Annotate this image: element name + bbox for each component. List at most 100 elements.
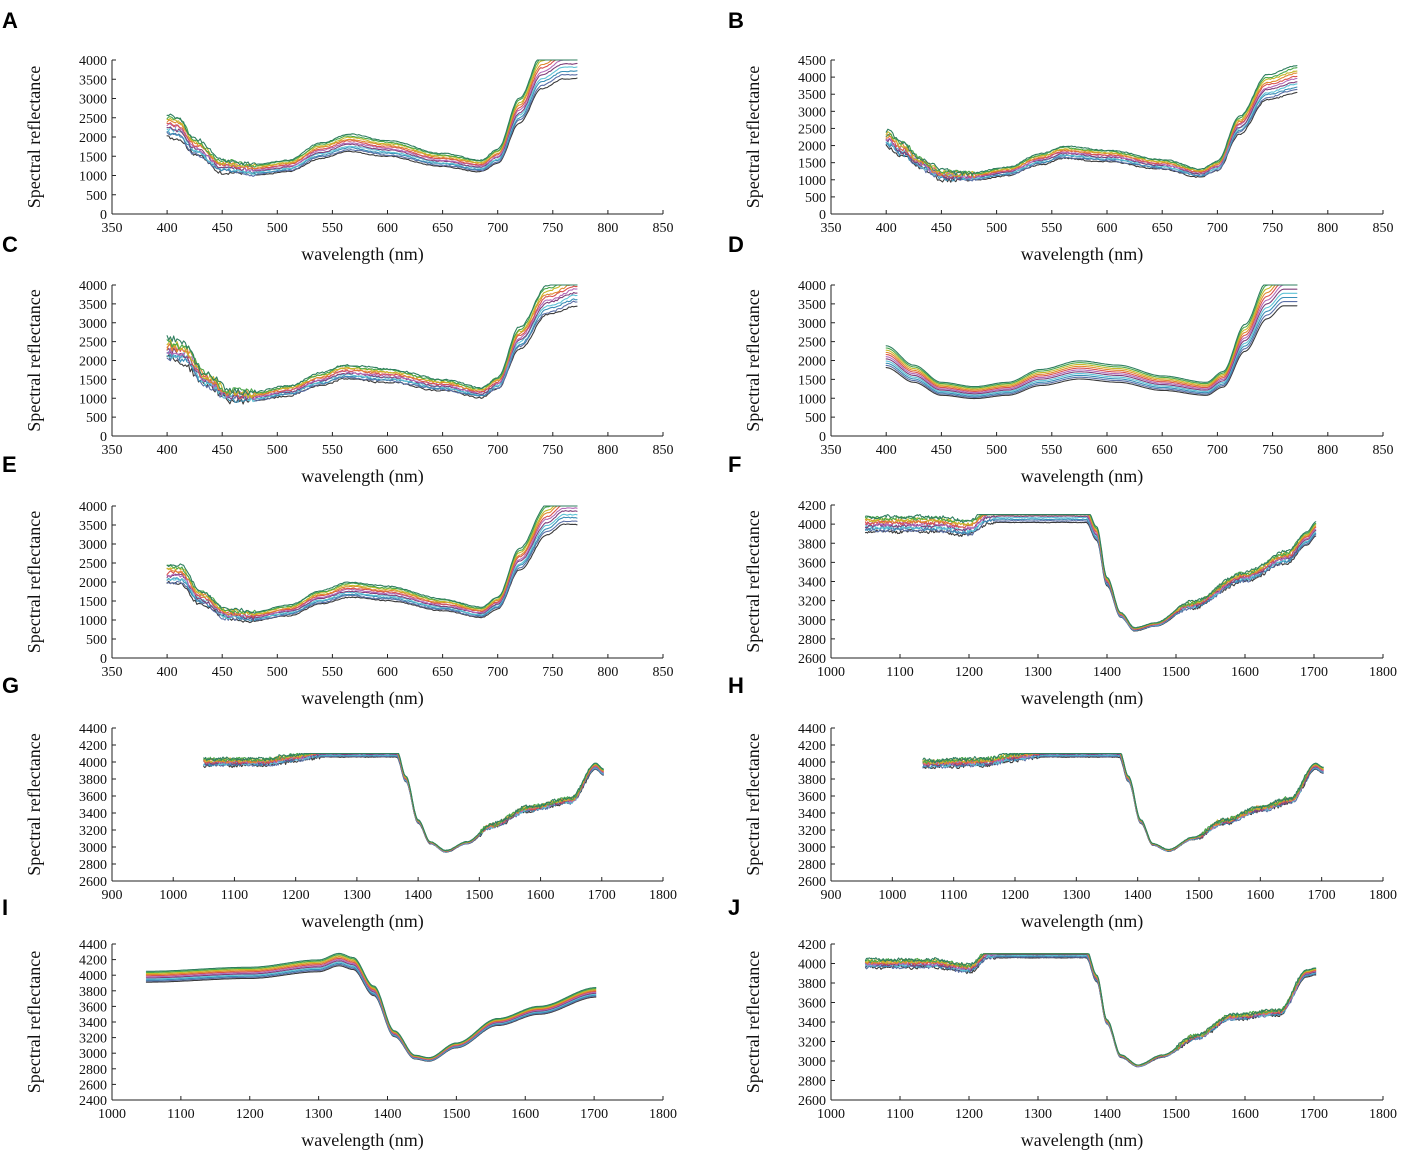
x-tick-label: 450 <box>212 221 233 236</box>
y-tick-label: 4200 <box>798 938 826 953</box>
y-axis-label: Spectral reflectance <box>743 66 763 208</box>
x-tick-label: 850 <box>1373 443 1394 458</box>
y-tick-label: 3000 <box>798 317 826 332</box>
panel-label: I <box>2 895 8 920</box>
y-tick-label: 500 <box>86 411 107 426</box>
x-tick-label: 350 <box>102 665 123 680</box>
y-tick-label: 2000 <box>798 140 826 155</box>
x-tick-label: 650 <box>432 443 453 458</box>
x-tick-label: 1000 <box>878 888 906 903</box>
x-tick-label: 1200 <box>955 665 983 680</box>
y-tick-label: 2600 <box>79 1078 107 1093</box>
x-axis-label: wavelength (nm) <box>1021 244 1143 265</box>
series-line <box>203 752 604 853</box>
y-tick-label: 0 <box>100 652 107 667</box>
x-tick-label: 850 <box>653 221 674 236</box>
x-tick-label: 400 <box>876 221 897 236</box>
y-tick-label: 2600 <box>79 875 107 890</box>
series-line <box>166 505 578 616</box>
y-tick-label: 3400 <box>798 807 826 822</box>
y-tick-label: 3200 <box>798 824 826 839</box>
x-tick-label: 800 <box>1317 221 1338 236</box>
series-line <box>864 515 1317 631</box>
series-line <box>864 953 1317 1066</box>
x-tick-label: 1100 <box>167 1107 194 1122</box>
x-tick-label: 700 <box>1207 443 1228 458</box>
series-line <box>145 961 597 1061</box>
series-line <box>864 953 1317 1067</box>
y-tick-label: 4200 <box>798 739 826 754</box>
series-line <box>864 953 1317 1066</box>
panel-label: B <box>728 8 744 33</box>
y-tick-label: 4000 <box>798 518 826 533</box>
x-tick-label: 650 <box>432 665 453 680</box>
panel-label: D <box>728 232 744 257</box>
y-tick-label: 3000 <box>79 93 107 108</box>
x-axis-label: wavelength (nm) <box>1021 911 1143 932</box>
series-line <box>166 520 578 621</box>
y-tick-label: 2500 <box>79 112 107 127</box>
x-tick-label: 700 <box>487 443 508 458</box>
series-line <box>885 296 1298 397</box>
x-tick-label: 350 <box>821 221 842 236</box>
x-tick-label: 800 <box>597 443 618 458</box>
x-tick-label: 1500 <box>1162 665 1190 680</box>
x-axis-label: wavelength (nm) <box>1021 466 1143 487</box>
series-line <box>166 288 578 401</box>
x-tick-label: 1200 <box>955 1107 983 1122</box>
series-line <box>885 284 1298 388</box>
y-tick-label: 3000 <box>79 841 107 856</box>
x-tick-label: 900 <box>821 888 842 903</box>
x-tick-label: 1400 <box>374 1107 402 1122</box>
x-axis-label: wavelength (nm) <box>1021 688 1143 709</box>
y-tick-label: 3400 <box>798 1016 826 1031</box>
y-tick-label: 4000 <box>798 756 826 771</box>
x-tick-label: 1000 <box>159 888 187 903</box>
series-line <box>885 292 1298 396</box>
series-line <box>922 754 1324 852</box>
series-line <box>145 960 597 1061</box>
series-line <box>166 300 578 402</box>
y-axis-label: Spectral reflectance <box>743 733 763 875</box>
x-tick-label: 750 <box>542 221 563 236</box>
series-line <box>166 510 578 621</box>
x-tick-label: 1000 <box>817 1107 845 1122</box>
y-tick-label: 3200 <box>79 824 107 839</box>
x-tick-label: 400 <box>157 443 178 458</box>
x-tick-label: 1800 <box>649 888 677 903</box>
series-group <box>864 514 1317 632</box>
y-tick-label: 0 <box>100 430 107 445</box>
series-line <box>885 86 1298 182</box>
series-line <box>145 965 597 1062</box>
x-tick-label: 800 <box>1317 443 1338 458</box>
panel-j: J 1000 1100 1200 1300 1400 1500 1600 1700 1800 260… <box>728 895 1397 1151</box>
x-tick-label: 1200 <box>236 1107 264 1122</box>
series-line <box>166 284 578 396</box>
x-tick-label: 1300 <box>1062 888 1090 903</box>
y-axis-label: Spectral reflectance <box>24 733 44 875</box>
x-tick-label: 750 <box>542 443 563 458</box>
y-tick-label: 2800 <box>798 633 826 648</box>
x-tick-label: 900 <box>102 888 123 903</box>
x-tick-label: 1400 <box>1093 665 1121 680</box>
series-line <box>885 70 1298 178</box>
x-tick-label: 1300 <box>343 888 371 903</box>
y-tick-label: 4000 <box>79 279 107 294</box>
y-tick-label: 2400 <box>79 1094 107 1109</box>
x-tick-label: 700 <box>487 221 508 236</box>
series-line <box>203 752 604 852</box>
y-tick-label: 500 <box>86 633 107 648</box>
x-tick-label: 550 <box>1041 221 1062 236</box>
y-tick-label: 500 <box>805 411 826 426</box>
panel-b: B 350 400 450 500 550 600 650 700 750 800 850 0 500 10… <box>728 8 1394 265</box>
x-tick-label: 1400 <box>1124 888 1152 903</box>
series-line <box>166 505 578 618</box>
series-line <box>885 77 1298 180</box>
series-line <box>203 752 604 852</box>
series-line <box>166 516 578 622</box>
x-tick-label: 1500 <box>465 888 493 903</box>
x-tick-label: 650 <box>1152 221 1173 236</box>
x-tick-label: 500 <box>986 443 1007 458</box>
panel-i: I 1000 1100 1200 1300 1400 1500 1600 1700 1800 240… <box>2 895 677 1151</box>
x-tick-label: 1000 <box>817 665 845 680</box>
